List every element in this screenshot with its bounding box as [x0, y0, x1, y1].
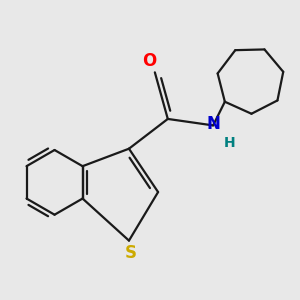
Text: H: H	[224, 136, 235, 150]
Text: N: N	[206, 115, 220, 133]
Text: O: O	[142, 52, 157, 70]
Text: S: S	[124, 244, 136, 262]
